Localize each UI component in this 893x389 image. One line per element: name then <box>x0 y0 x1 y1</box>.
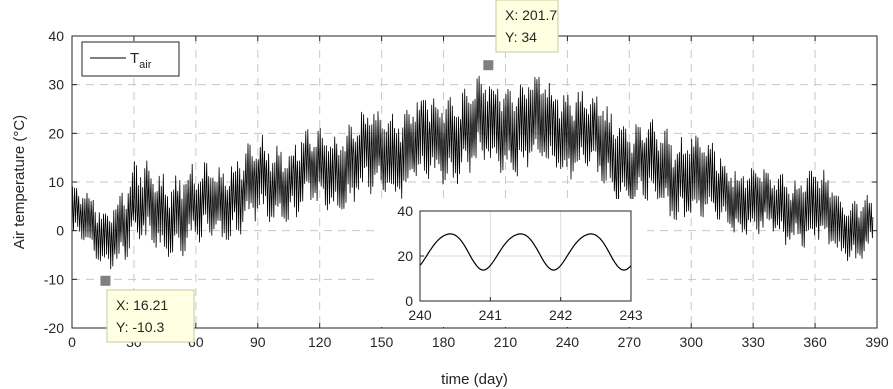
x-tick-label: 330 <box>741 334 765 350</box>
datatip-box <box>106 289 195 343</box>
x-tick-label: 180 <box>432 334 456 350</box>
inset-chart: 240 241 242 243 0 20 40 <box>378 199 647 327</box>
legend-label-subscript: air <box>139 59 152 71</box>
x-axis-label: time (day) <box>441 371 508 388</box>
inset-x-tick-label: 240 <box>408 307 432 323</box>
datatip-x-label: X: 201.7 <box>505 7 557 23</box>
y-tick-label: -20 <box>44 320 64 336</box>
legend-box <box>81 41 180 77</box>
inset-x-ticks: 240 241 242 243 <box>408 297 643 323</box>
x-tick-label: 90 <box>250 334 266 350</box>
inset-x-tick-label: 242 <box>549 307 573 323</box>
x-tick-label: 210 <box>494 334 518 350</box>
x-tick-label: 120 <box>308 334 332 350</box>
inset-y-tick-label: 20 <box>397 248 413 264</box>
inset-y-tick-label: 0 <box>405 293 413 309</box>
inset-series-line <box>419 233 632 271</box>
y-tick-label: 0 <box>56 223 64 239</box>
x-tick-label: 360 <box>803 334 827 350</box>
inset-y-ticks: 0 20 40 <box>397 203 424 309</box>
y-tick-label: 10 <box>48 174 64 190</box>
datatip-x-label: X: 16.21 <box>116 297 168 313</box>
y-tick-label: 30 <box>48 77 64 93</box>
main-series-group <box>71 75 874 270</box>
series-line-T-air <box>71 75 874 270</box>
datatip-marker <box>100 275 111 286</box>
x-tick-label: 270 <box>618 334 642 350</box>
x-tick-label: 390 <box>865 334 889 350</box>
x-tick-label: 150 <box>370 334 394 350</box>
legend[interactable]: Tair <box>81 41 180 77</box>
y-tick-label: -10 <box>44 271 64 287</box>
legend-label: Tair <box>130 50 152 71</box>
x-tick-label: 240 <box>556 334 580 350</box>
datatip-group: X: 201.7 Y: 34 X: 16.21 Y: -10.3 <box>100 0 559 343</box>
y-axis-label: Air temperature (°C) <box>11 115 28 249</box>
main-y-ticks: -20 -10 0 10 20 30 40 <box>44 28 877 336</box>
inset-x-tick-label: 243 <box>619 307 643 323</box>
inset-grid <box>420 211 631 301</box>
inset-y-tick-label: 40 <box>397 203 413 219</box>
inset-background <box>378 199 647 327</box>
y-tick-label: 20 <box>48 125 64 141</box>
datatip-box <box>495 0 559 53</box>
inset-series-group <box>419 233 632 271</box>
x-tick-label: 0 <box>68 334 76 350</box>
datatip-marker <box>483 60 494 71</box>
y-tick-label: 40 <box>48 28 64 44</box>
datatip-y-label: Y: 34 <box>505 29 537 45</box>
datatip-y-label: Y: -10.3 <box>116 319 164 335</box>
x-tick-label: 300 <box>680 334 704 350</box>
inset-x-tick-label: 241 <box>479 307 503 323</box>
legend-label-main: T <box>130 50 139 67</box>
